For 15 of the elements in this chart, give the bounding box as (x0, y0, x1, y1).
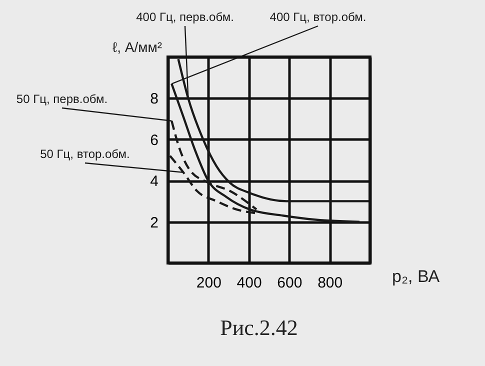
x-tick-label: 800 (318, 274, 343, 292)
x-tick-label: 200 (196, 274, 222, 292)
text: Рис.2.42 (220, 315, 298, 340)
y-tick-label: 6 (150, 132, 158, 149)
x-axis-title: p₂, ВА (392, 267, 440, 286)
text: 400 Гц, втор.обм. (270, 10, 366, 24)
text: 400 Гц, перв.обм. (136, 10, 234, 24)
y-axis-title: ℓ, А/мм² (112, 39, 162, 55)
y-tick-label: 2 (150, 214, 158, 232)
x-tick-label: 600 (277, 274, 302, 292)
y-tick-label: 4 (150, 173, 158, 190)
text: 50 Гц, втор.обм. (40, 147, 130, 161)
y-tick-label: 8 (150, 90, 158, 108)
x-tick-label: 400 (236, 274, 262, 292)
text: 50 Гц, перв.обм. (16, 92, 108, 106)
